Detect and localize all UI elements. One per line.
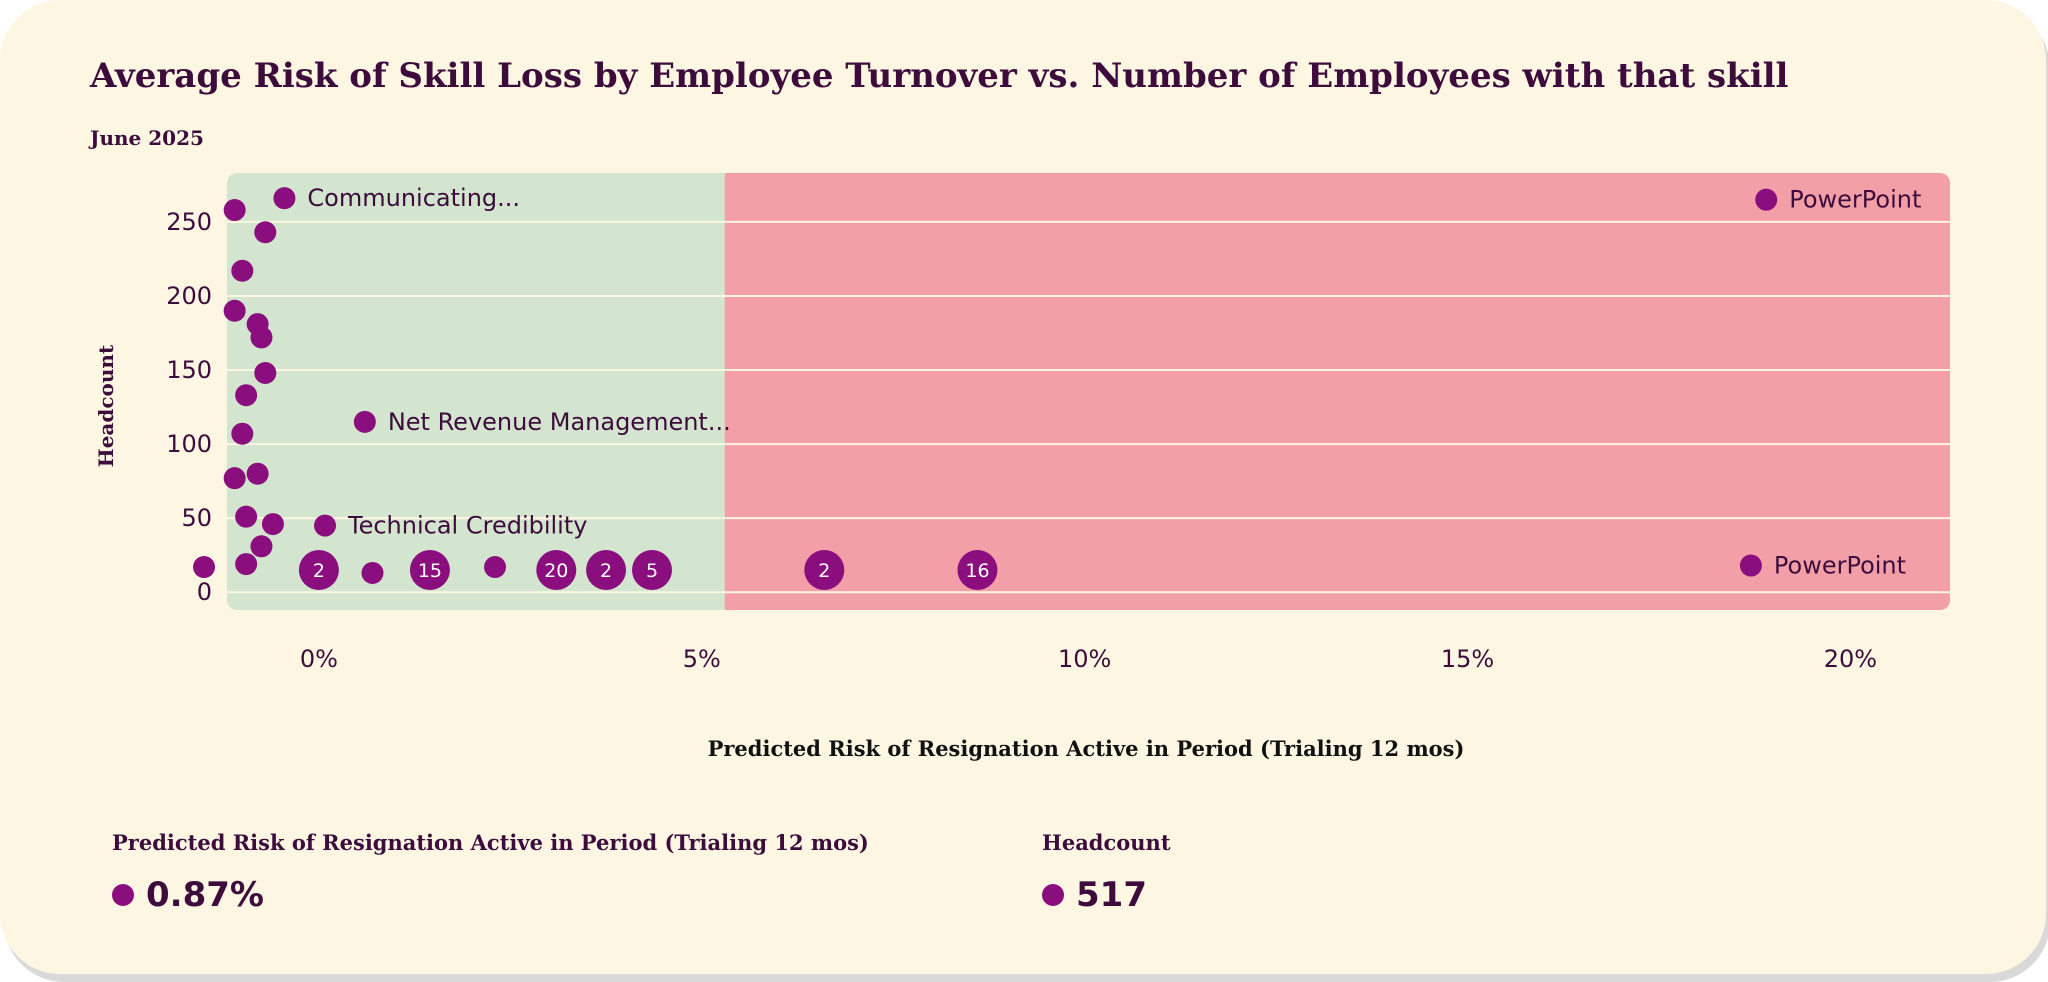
point-label: Technical Credibility (347, 512, 587, 540)
point-label: Net Revenue Management... (388, 408, 731, 436)
cluster-count-label: 5 (646, 560, 658, 582)
data-point (1755, 188, 1778, 211)
x-axis-label: Predicted Risk of Resignation Active in … (707, 736, 1465, 761)
data-point (261, 513, 284, 536)
data-point (254, 361, 277, 384)
cluster-point (536, 550, 577, 591)
cluster-count-label: 2 (600, 560, 612, 582)
point-label: PowerPoint (1774, 552, 1906, 580)
cluster-point (409, 550, 450, 591)
cluster-count-label: 2 (313, 560, 325, 582)
cluster-count-label: 2 (818, 560, 830, 582)
data-point (250, 326, 273, 349)
y-axis-label: Headcount (94, 344, 118, 468)
risk-zones (227, 173, 1950, 610)
cluster-point (632, 550, 673, 591)
chart-title: Average Risk of Skill Loss by Employee T… (90, 56, 1789, 96)
data-point (1739, 554, 1762, 577)
data-point (353, 410, 376, 433)
cluster-point (957, 550, 998, 591)
cluster-point (298, 550, 339, 591)
data-point (193, 556, 216, 579)
data-point (235, 384, 258, 407)
data-point (235, 553, 258, 576)
data-point (250, 535, 273, 558)
data-point (231, 259, 254, 282)
data-point (273, 187, 296, 210)
data-point (235, 505, 258, 528)
zone-low-risk (227, 173, 725, 610)
chart-subtitle: June 2025 (90, 126, 204, 150)
y-tick-label: 0 (197, 578, 212, 606)
x-tick-label: 10% (1058, 645, 1111, 673)
point-label: PowerPoint (1789, 186, 1921, 214)
point-label: Communicating... (307, 184, 520, 212)
kpi-risk: Predicted Risk of Resignation Active in … (112, 830, 869, 915)
x-tick-label: 15% (1441, 645, 1494, 673)
y-tick-label: 200 (166, 282, 212, 310)
kpi-risk-label: Predicted Risk of Resignation Active in … (112, 830, 869, 855)
data-point (223, 199, 246, 222)
x-tick-label: 0% (300, 645, 338, 673)
y-tick-label: 150 (166, 356, 212, 384)
x-tick-label: 20% (1824, 645, 1877, 673)
kpi-headcount-label: Headcount (1042, 830, 1171, 855)
zone-high-risk (724, 173, 1950, 610)
data-point (231, 422, 254, 445)
data-point (246, 462, 269, 485)
kpi-headcount: Headcount 517 (1042, 830, 1171, 915)
data-point (361, 561, 384, 584)
data-point (484, 556, 507, 579)
y-tick-label: 50 (181, 504, 212, 532)
y-tick-label: 250 (166, 208, 212, 236)
data-point (223, 467, 246, 490)
cluster-count-label: 20 (544, 560, 568, 582)
kpi-headcount-value: 517 (1076, 875, 1147, 915)
x-tick-label: 5% (683, 645, 721, 673)
cluster-count-label: 16 (965, 560, 989, 582)
cluster-count-label: 15 (418, 560, 442, 582)
cluster-point (804, 550, 845, 591)
data-point (223, 299, 246, 322)
cluster-point (586, 550, 627, 591)
kpi-risk-legend-dot (112, 884, 134, 906)
kpi-risk-value: 0.87% (146, 875, 264, 915)
data-point (314, 514, 337, 537)
y-tick-label: 100 (166, 430, 212, 458)
kpi-headcount-legend-dot (1042, 884, 1064, 906)
data-point (254, 221, 277, 244)
